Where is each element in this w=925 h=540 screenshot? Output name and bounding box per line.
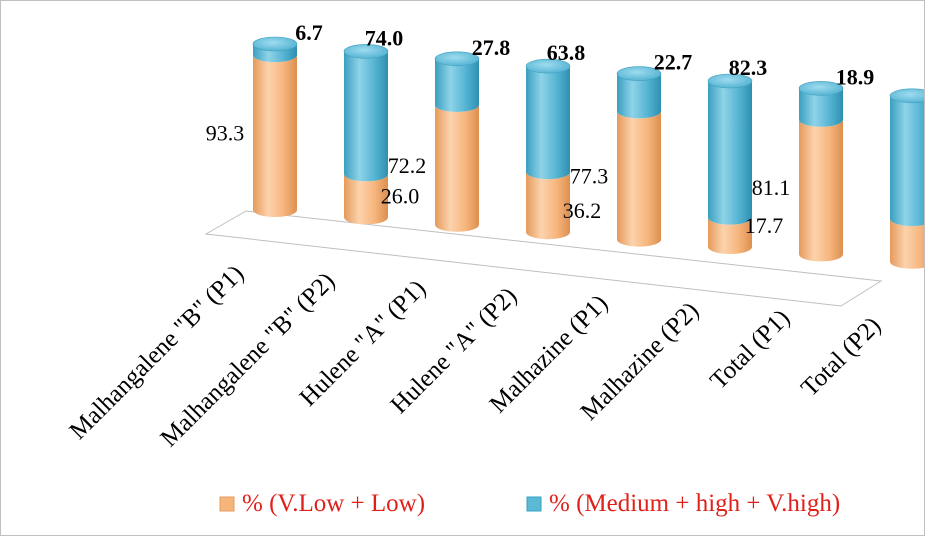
label-low-2: 72.2 bbox=[388, 153, 427, 178]
label-low-5: 17.7 bbox=[745, 213, 784, 238]
bar-low-7 bbox=[890, 218, 925, 269]
label-high-1: 74.0 bbox=[365, 25, 404, 50]
legend-swatch-0 bbox=[219, 496, 235, 512]
bar-high-2 bbox=[434, 51, 480, 112]
legend-item-1: % (Medium + high + V.high) bbox=[526, 490, 840, 517]
chart-floor bbox=[204, 210, 883, 307]
bar-low-1 bbox=[344, 174, 389, 225]
label-high-4: 22.7 bbox=[654, 50, 693, 75]
floor-plane bbox=[204, 210, 883, 307]
label-low-6: 81.1 bbox=[752, 175, 791, 200]
bar-low-4 bbox=[617, 111, 661, 247]
bar-high-0 bbox=[252, 36, 298, 63]
bar-high-4 bbox=[616, 66, 662, 119]
category-label-1: Malhangalene "B" (P2) bbox=[156, 268, 341, 453]
category-label-7: Total (P2) bbox=[796, 312, 886, 402]
bar-low-6 bbox=[799, 119, 843, 262]
category-label-6: Total (P1) bbox=[705, 305, 795, 395]
label-high-5: 82.3 bbox=[729, 55, 768, 80]
bars bbox=[252, 36, 925, 269]
bar-low-0 bbox=[253, 55, 297, 217]
bar-low-5 bbox=[708, 217, 752, 254]
bar-high-3 bbox=[525, 58, 571, 180]
legend: % (V.Low + Low) % (Medium + high + V.high… bbox=[219, 490, 840, 517]
legend-item-0: % (V.Low + Low) bbox=[219, 490, 425, 517]
bar-high-6 bbox=[798, 81, 844, 127]
category-label-0: Malhangalene "B" (P1) bbox=[65, 260, 250, 445]
bar-high-5 bbox=[707, 73, 753, 225]
label-low-1: 26.0 bbox=[381, 183, 420, 208]
bar-high-1 bbox=[343, 44, 389, 182]
legend-label-1: % (Medium + high + V.high) bbox=[549, 490, 840, 517]
data-labels: 93.3 6.7 26.0 74.0 72.2 27.8 36.2 63.8 77.3 22.7 1… bbox=[206, 20, 875, 238]
label-high-3: 63.8 bbox=[547, 40, 586, 65]
label-high-6: 18.9 bbox=[836, 64, 875, 89]
label-low-4: 77.3 bbox=[570, 163, 609, 188]
label-high-0: 6.7 bbox=[295, 20, 323, 45]
legend-swatch-1 bbox=[526, 496, 542, 512]
bar-low-3 bbox=[526, 172, 570, 240]
bar-low-2 bbox=[435, 104, 479, 232]
label-low-0: 93.3 bbox=[206, 121, 245, 146]
legend-label-0: % (V.Low + Low) bbox=[242, 490, 425, 517]
label-low-3: 36.2 bbox=[563, 198, 602, 223]
label-high-2: 27.8 bbox=[472, 35, 511, 60]
bar-high-7 bbox=[889, 88, 925, 226]
